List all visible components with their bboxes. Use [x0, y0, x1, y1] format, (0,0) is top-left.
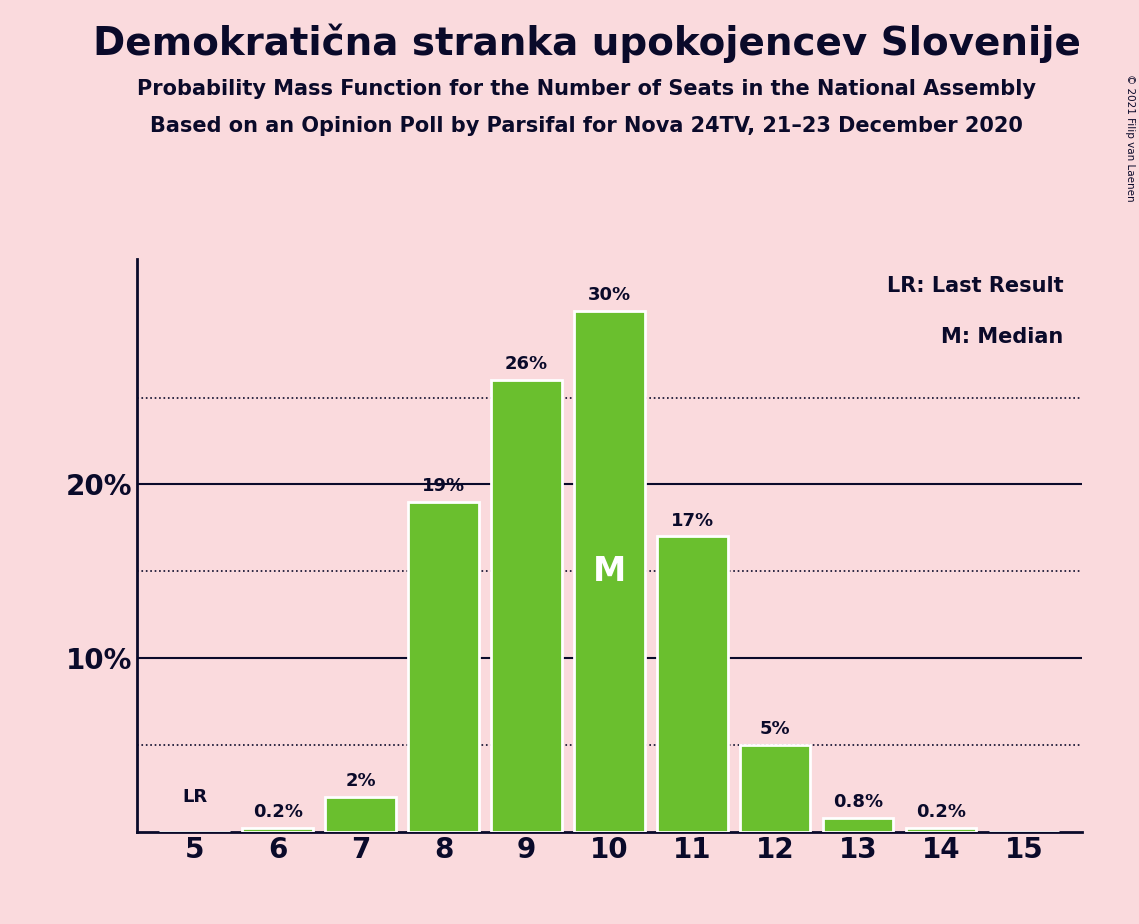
Text: Probability Mass Function for the Number of Seats in the National Assembly: Probability Mass Function for the Number… — [137, 79, 1036, 99]
Text: 0.8%: 0.8% — [833, 793, 883, 810]
Bar — [243, 828, 313, 832]
Bar — [906, 828, 976, 832]
Bar — [657, 537, 728, 832]
Text: Based on an Opinion Poll by Parsifal for Nova 24TV, 21–23 December 2020: Based on an Opinion Poll by Parsifal for… — [150, 116, 1023, 136]
Text: LR: Last Result: LR: Last Result — [886, 276, 1063, 296]
Text: © 2021 Filip van Laenen: © 2021 Filip van Laenen — [1125, 74, 1134, 201]
Text: 0.2%: 0.2% — [916, 803, 966, 821]
Bar — [326, 796, 396, 832]
Text: M: M — [592, 554, 626, 588]
Bar — [822, 818, 893, 832]
Text: LR: LR — [182, 787, 207, 806]
Text: 30%: 30% — [588, 286, 631, 304]
Text: 0.2%: 0.2% — [253, 803, 303, 821]
Bar — [491, 381, 562, 832]
Bar — [740, 745, 811, 832]
Bar — [574, 310, 645, 832]
Text: Demokratična stranka upokojencev Slovenije: Demokratična stranka upokojencev Sloveni… — [92, 23, 1081, 63]
Text: 19%: 19% — [421, 477, 465, 495]
Text: 26%: 26% — [505, 356, 548, 373]
Text: M: Median: M: Median — [941, 327, 1063, 347]
Text: 17%: 17% — [671, 512, 714, 529]
Bar — [408, 502, 478, 832]
Text: 5%: 5% — [760, 720, 790, 738]
Text: 2%: 2% — [345, 772, 376, 790]
